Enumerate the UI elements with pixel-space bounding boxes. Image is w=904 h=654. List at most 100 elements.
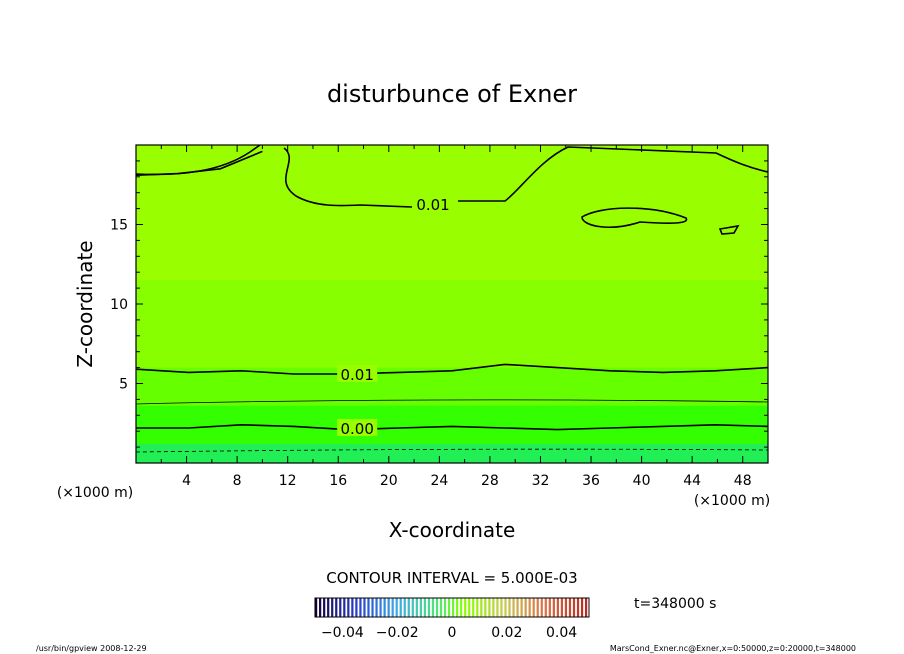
contour-label-0: 0.01 [416, 196, 449, 214]
x-axis-label: X-coordinate [389, 518, 516, 542]
x-tick-label-44: 44 [683, 473, 701, 489]
colorbar-stripe [355, 598, 358, 617]
colorbar-stripe [504, 598, 507, 617]
colorbar-stripe [516, 598, 519, 617]
colorbar-stripe [315, 598, 318, 617]
plot-area [136, 145, 768, 463]
colorbar-stripe [435, 598, 439, 617]
colorbar-stripe [552, 598, 555, 617]
colorbar-ticks: −0.04 −0.02 0 0.02 0.04 [321, 625, 577, 641]
colorbar-stripe [339, 598, 342, 617]
x-tick-label-28: 28 [481, 473, 499, 489]
colorbar-stripe [319, 598, 322, 617]
colorbar-stripe [387, 598, 390, 617]
x-tick-label-8: 8 [233, 473, 242, 489]
contour-line-dashed [136, 448, 768, 453]
colorbar-stripe [512, 598, 515, 617]
colorbar-stripe [540, 598, 543, 617]
colorbar-frame [314, 597, 590, 618]
colorbar-stripe [335, 598, 338, 617]
colorbar-stripe [423, 598, 427, 617]
colorbar-stripe [431, 598, 435, 617]
footer-right: MarsCond_Exner.nc@Exner,x=0:50000,z=0:20… [610, 644, 856, 653]
contour-line-2 [136, 423, 768, 431]
colorbar-stripe [576, 598, 580, 617]
x-tick-label-20: 20 [380, 473, 398, 489]
y-tick-label-15: 15 [110, 218, 128, 234]
colorbar-stripe [572, 598, 576, 617]
colorbar-tick-label-3: 0.02 [491, 625, 522, 641]
colorbar-stripe [464, 598, 467, 617]
colorbar-stripe [492, 598, 495, 617]
colorbar-stripe [468, 598, 471, 617]
colorbar-stripe [560, 598, 564, 617]
colorbar-stripe [439, 598, 443, 617]
y-tick-label-10: 10 [110, 297, 128, 313]
colorbar-tick-label-4: 0.04 [546, 625, 577, 641]
colorbar-stripe [484, 598, 487, 617]
colorbar-stripe [488, 598, 491, 617]
x-unit-right: (×1000 m) [694, 493, 770, 509]
colorbar-stripe [383, 598, 386, 617]
colorbar-stripe [568, 598, 572, 617]
x-tick-label-32: 32 [532, 473, 550, 489]
time-label: t=348000 s [634, 596, 716, 612]
colorbar-stripe [427, 598, 431, 617]
y-axis-label: Z-coordinate [73, 240, 97, 367]
colorbar-stripe [500, 598, 503, 617]
chart-title: disturbunce of Exner [327, 80, 577, 108]
contour-label-bg-0 [413, 194, 454, 212]
colorbar-stripe [347, 598, 350, 617]
x-tick-label-36: 36 [582, 473, 600, 489]
contour-line-top [136, 145, 768, 208]
colorbar-stripe [556, 598, 559, 617]
colorbar-stripe [399, 598, 402, 617]
contour-closed-1 [581, 207, 688, 228]
contour-label-2: 0.00 [340, 420, 373, 438]
colorbar-stripe [584, 598, 588, 617]
colorbar-stripe [580, 598, 584, 617]
colorbar-stripe [452, 598, 455, 617]
x-tick-label-48: 48 [734, 473, 752, 489]
contour-label-bg-1 [337, 364, 378, 382]
colorbar-stripe [524, 598, 527, 617]
x-tick-label-24: 24 [430, 473, 448, 489]
colorbar-stripe [532, 598, 535, 617]
colorbar-stripe [379, 598, 382, 617]
colorbar-stripe [443, 598, 447, 617]
contour-label-1: 0.01 [340, 366, 373, 384]
colorbar-stripe [456, 598, 459, 617]
contour-lines [136, 145, 768, 453]
colorbar-stripe [496, 598, 499, 617]
x-tick-label-12: 12 [279, 473, 297, 489]
colorbar-tick-label-0: −0.04 [321, 625, 364, 641]
colorbar-stripe [520, 598, 523, 617]
x-axis-ticks: 4 8 12 16 20 24 28 32 36 40 44 48 [160, 145, 752, 489]
colorbar-stripe [480, 598, 483, 617]
x-tick-label-16: 16 [329, 473, 347, 489]
colorbar-stripe [536, 598, 539, 617]
colorbar-stripe [476, 598, 479, 617]
contour-labels: 0.01 0.01 0.00 [337, 194, 454, 438]
footer-left: /usr/bin/gpview 2008-12-29 [36, 644, 147, 653]
colorbar-stripe [419, 598, 422, 617]
contour-band-3 [136, 443, 768, 463]
colorbar-stripe [359, 598, 362, 617]
colorbar-stripe [327, 598, 330, 617]
colorbar-stripe [351, 598, 354, 617]
contour-closed-2 [718, 224, 740, 235]
colorbar-stripe [343, 598, 346, 617]
colorbar-stripe [367, 598, 370, 617]
colorbar-stripe [415, 598, 418, 617]
colorbar-stripe [363, 598, 366, 617]
contour-label-bg-2 [337, 419, 378, 437]
colorbar-stripe [395, 598, 398, 617]
colorbar-stripe [375, 598, 378, 617]
colorbar-stripe [391, 598, 394, 617]
colorbar-stripe [564, 598, 568, 617]
colorbar-stripe [407, 598, 410, 617]
colorbar-stripe [460, 598, 463, 617]
colorbar-tick-label-1: −0.02 [376, 625, 419, 641]
colorbar-stripe [371, 598, 374, 617]
colorbar-stripe [411, 598, 414, 617]
